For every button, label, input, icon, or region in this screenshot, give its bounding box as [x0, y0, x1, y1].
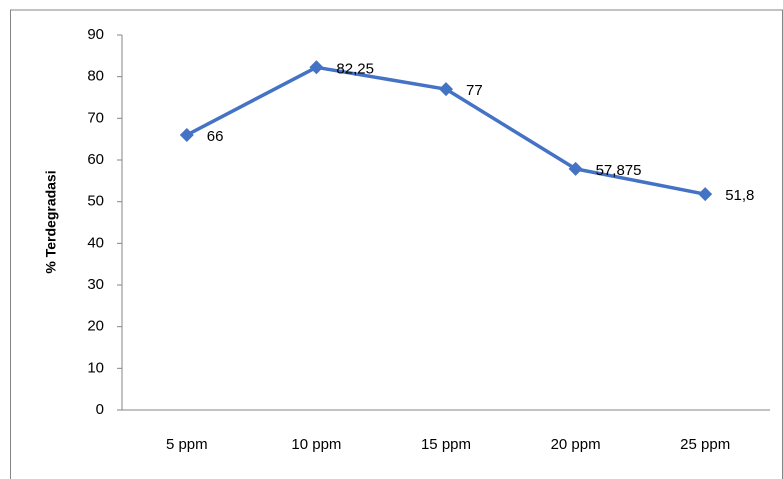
- y-tick-label: 90: [87, 26, 104, 43]
- y-tick-label: 80: [87, 68, 104, 85]
- marker: [568, 161, 583, 176]
- y-tick-label: 50: [87, 193, 104, 210]
- y-tick-label: 10: [87, 359, 104, 376]
- x-tick-label: 10 ppm: [291, 436, 341, 453]
- y-tick-label: 20: [87, 318, 104, 335]
- y-axis-label: % Terdegradasi: [43, 170, 59, 273]
- data-label: 57,875: [596, 162, 642, 179]
- y-tick-label: 30: [87, 276, 104, 293]
- y-tick-label: 0: [96, 401, 104, 418]
- x-tick-label: 5 ppm: [166, 436, 208, 453]
- x-tick-label: 25 ppm: [680, 436, 730, 453]
- data-label: 51,8: [725, 187, 754, 204]
- y-tick-label: 60: [87, 151, 104, 168]
- data-label: 66: [207, 128, 224, 145]
- x-tick-label: 15 ppm: [421, 436, 471, 453]
- data-label: 82,25: [336, 60, 374, 77]
- y-tick-label: 40: [87, 234, 104, 251]
- data-label: 77: [466, 82, 483, 99]
- marker: [179, 128, 194, 142]
- y-tick-label: 70: [87, 109, 104, 126]
- marker: [698, 187, 713, 202]
- marker: [309, 60, 324, 75]
- x-tick-label: 20 ppm: [551, 436, 601, 453]
- marker: [439, 82, 453, 97]
